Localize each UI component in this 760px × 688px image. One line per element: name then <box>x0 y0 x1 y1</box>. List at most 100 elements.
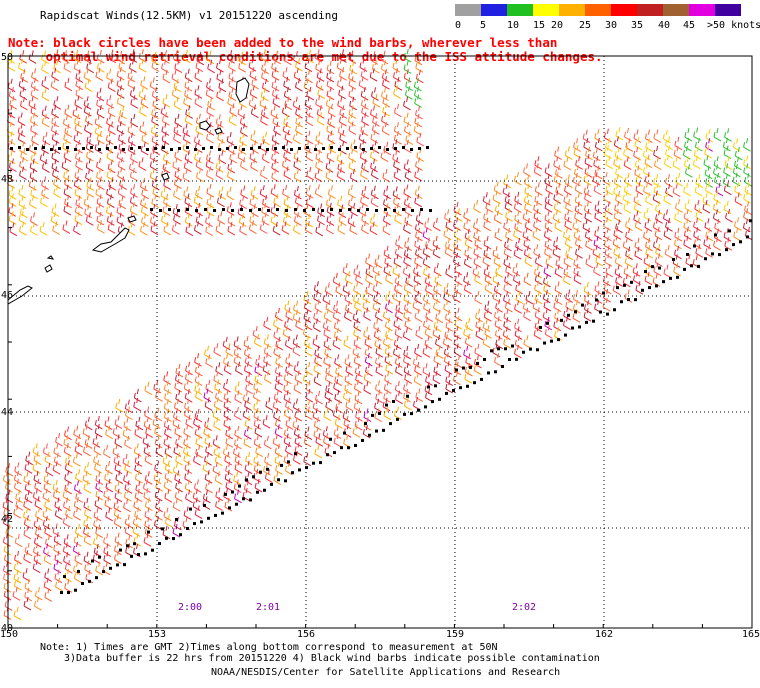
quality-flag-dot <box>204 208 207 211</box>
wind-barb <box>63 201 72 216</box>
quality-flag-dot <box>546 321 549 325</box>
quality-flag-dot <box>504 347 507 351</box>
wind-barb <box>134 453 143 467</box>
wind-barb <box>365 253 373 268</box>
quality-flag-dot <box>258 146 261 149</box>
wind-barb <box>413 372 422 386</box>
wind-barb <box>304 316 313 331</box>
wind-barb <box>82 470 91 485</box>
wind-barb <box>473 354 482 369</box>
quality-flag-dot <box>137 553 140 557</box>
wind-barb <box>534 156 543 170</box>
wind-barb <box>414 51 423 66</box>
wind-barb <box>573 164 582 179</box>
quality-flag-dot <box>644 269 647 273</box>
wind-barb <box>83 68 92 82</box>
wind-barb <box>107 78 116 93</box>
wind-barb <box>370 193 379 208</box>
wind-barb <box>28 177 37 191</box>
wind-barb <box>703 155 712 169</box>
wind-barb <box>142 433 151 448</box>
wind-barb <box>33 534 42 548</box>
quality-flag-dot <box>284 479 287 483</box>
wind-barb <box>119 105 128 120</box>
wind-barb <box>315 433 324 447</box>
quality-flag-dot <box>81 581 84 585</box>
wind-barb <box>504 272 512 286</box>
wind-barb <box>653 129 662 143</box>
wind-barb <box>129 167 138 182</box>
wind-barb <box>50 77 59 91</box>
wind-barb <box>86 132 95 147</box>
quality-flag-dot <box>322 147 325 150</box>
wind-barb <box>585 146 593 161</box>
wind-barb <box>364 352 373 367</box>
wind-barb <box>213 444 222 459</box>
quality-flag-dot <box>60 591 63 595</box>
wind-barb <box>62 50 70 64</box>
quality-flag-dot <box>326 453 329 457</box>
wind-barb <box>206 78 214 92</box>
legend-swatch <box>611 4 637 16</box>
wind-barb <box>327 130 336 145</box>
wind-barb <box>371 166 379 180</box>
wind-barb <box>393 316 402 330</box>
wind-barb <box>614 264 623 279</box>
wind-barb <box>603 236 612 250</box>
wind-barb <box>453 343 462 357</box>
wind-barb <box>284 317 292 331</box>
wind-barb <box>239 132 248 147</box>
wind-barb <box>503 255 512 269</box>
wind-barb <box>106 95 114 109</box>
wind-barb <box>33 551 42 565</box>
wind-barb <box>704 218 713 232</box>
wind-barb <box>574 209 582 223</box>
wind-barb <box>45 462 54 477</box>
wind-barb <box>353 353 362 367</box>
wind-barb <box>53 540 61 555</box>
wind-barb <box>30 185 38 200</box>
wind-barb <box>382 168 391 183</box>
wind-barb <box>19 222 27 236</box>
quality-flag-dot <box>711 252 714 256</box>
wind-barb <box>116 148 125 163</box>
wind-barb <box>473 228 481 242</box>
wind-barb <box>143 533 152 547</box>
latitude-label: 40 <box>1 623 13 634</box>
wind-barb <box>663 154 672 169</box>
wind-barb <box>261 212 270 226</box>
legend-label: 25 <box>579 20 592 31</box>
wind-barb <box>33 470 42 485</box>
wind-barb <box>93 543 102 558</box>
wind-barb <box>532 227 541 241</box>
wind-barb <box>73 131 82 145</box>
quality-flag-dot <box>389 422 392 426</box>
wind-barb <box>228 87 237 102</box>
wind-barb <box>195 157 204 171</box>
wind-barb <box>226 202 235 216</box>
wind-barb <box>613 226 622 240</box>
wind-barb <box>155 443 164 458</box>
wind-barb <box>143 416 152 431</box>
quality-flag-dot <box>256 490 259 494</box>
wind-barb <box>492 245 501 260</box>
wind-barb <box>295 317 303 331</box>
quality-flag-dot <box>235 502 238 506</box>
quality-flag-dot <box>102 570 105 574</box>
wind-barb <box>337 96 346 111</box>
wind-barb <box>62 542 71 556</box>
wind-barb <box>124 480 133 494</box>
wind-barb <box>185 222 194 237</box>
wind-barb <box>533 264 542 279</box>
wind-barb <box>693 146 702 160</box>
wind-barb <box>96 194 105 208</box>
wind-barb <box>205 222 214 237</box>
wind-barb <box>127 122 136 137</box>
wind-barb <box>347 184 356 199</box>
wind-barb <box>163 477 172 492</box>
wind-barb <box>293 157 302 171</box>
wind-barb <box>164 444 173 458</box>
wind-barb <box>183 506 192 520</box>
quality-flag-dot <box>91 559 94 563</box>
wind-barb <box>523 335 532 349</box>
